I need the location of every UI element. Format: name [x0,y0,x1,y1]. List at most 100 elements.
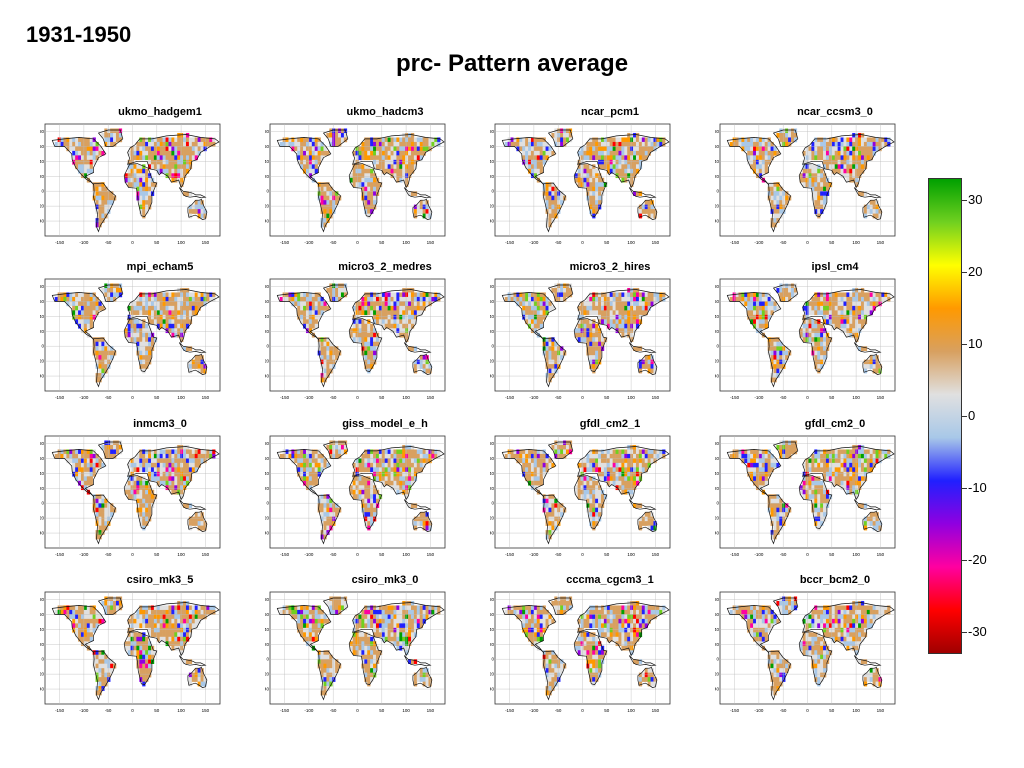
grid-cell [396,480,400,486]
grid-cell [323,150,327,156]
grid-cell [338,449,342,455]
grid-cell [635,314,640,320]
grid-cell [370,503,374,508]
grid-cell [528,462,532,468]
grid-cell [764,314,768,320]
grid-cell [595,337,599,343]
grid-cell [536,146,541,152]
grid-cell [399,146,403,152]
grid-cell [592,503,596,508]
grid-cell [840,301,844,307]
grid-cell [139,305,143,311]
grid-cell [349,328,353,334]
grid-cell [177,449,181,455]
grid-cell [329,209,333,214]
grid-cell [393,467,397,473]
grid-cell [171,159,175,165]
grid-cell [589,507,593,513]
grid-cell [428,141,432,147]
grid-cell [75,458,79,464]
grid-cell [814,355,818,360]
grid-cell [150,319,155,325]
grid-cell [352,305,356,311]
grid-cell [595,177,599,183]
grid-cell [323,350,327,356]
grid-cell [375,164,380,170]
grid-cell [609,305,613,311]
grid-cell [598,191,602,196]
grid-cell [630,168,634,174]
grid-cell [197,364,201,369]
grid-cell [159,155,163,161]
grid-cell [361,301,365,307]
grid-cell [326,364,330,369]
grid-cell [770,355,774,360]
grid-cell [305,159,310,165]
grid-cell [83,301,88,307]
grid-cell [408,191,412,196]
grid-cell [551,512,555,517]
grid-cell [603,310,608,316]
grid-cell [370,337,374,343]
grid-cell [364,485,368,491]
grid-cell [130,476,134,482]
grid-cell [405,164,409,170]
grid-cell [288,292,292,298]
grid-cell [314,480,318,486]
grid-cell [83,458,88,464]
grid-cell [630,332,634,338]
grid-cell [335,191,339,196]
grid-cell [127,476,131,482]
grid-cell [858,301,862,307]
grid-cell [589,209,593,214]
grid-cell [823,296,827,302]
grid-cell [647,301,651,307]
grid-cell [770,346,774,351]
grid-cell [133,332,137,338]
grid-cell [191,146,196,152]
grid-cell [855,146,859,152]
grid-cell [528,480,532,486]
grid-cell [554,368,558,374]
grid-cell [413,137,418,143]
grid-cell [367,164,371,170]
grid-cell [554,287,558,293]
coastline [352,289,445,344]
grid-cell [580,323,584,329]
grid-cell [197,525,201,531]
grid-cell [78,458,82,464]
grid-cell [396,310,400,316]
grid-cell [156,141,161,147]
grid-cell [72,150,76,156]
grid-cell [863,204,868,210]
grid-cell [308,164,313,170]
grid-cell [98,146,102,152]
grid-cell [530,164,535,170]
grid-cell [820,310,824,316]
grid-cell [405,489,409,495]
grid-cell [367,296,371,302]
grid-cell [618,328,622,334]
grid-cell [528,168,532,174]
grid-cell [828,164,833,170]
grid-cell [191,301,196,307]
grid-cell [413,453,418,459]
grid-cell [644,355,648,360]
grid-cell [148,182,152,188]
grid-cell [174,141,178,147]
grid-cell [612,159,616,165]
grid-cell [168,141,172,147]
grid-cell [542,507,546,513]
grid-cell [180,305,184,311]
grid-cell [370,186,374,192]
grid-cell [297,150,301,156]
grid-cell [808,164,812,170]
map-panel-ukmo-hadcm3: ukmo_hadcm3 -150 -100 -50 0 50 100 150 80 60 40 20 0… [265,106,465,246]
grid-cell [831,141,836,147]
grid-cell [837,319,841,325]
grid-cell [384,476,388,482]
grid-cell [519,292,523,298]
grid-cell [831,164,836,170]
grid-cell [171,476,175,482]
grid-cell [168,159,172,165]
